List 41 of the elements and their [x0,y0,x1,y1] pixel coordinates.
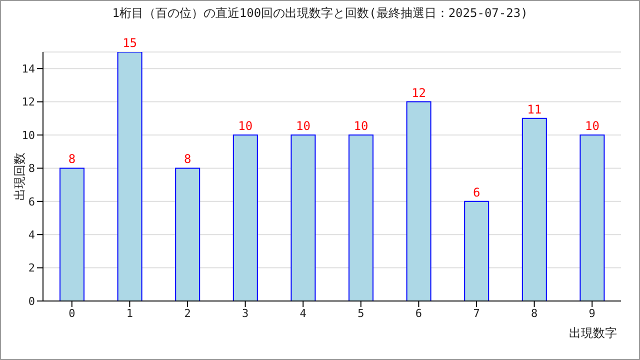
y-tick-label: 10 [22,128,35,142]
x-tick-label: 1 [126,306,134,320]
x-tick-label: 8 [530,306,538,320]
bar [60,168,84,301]
data-label: 12 [412,86,426,100]
x-tick-label: 6 [415,306,422,320]
x-tick-label: 2 [184,306,191,320]
y-tick-label: 0 [28,294,35,308]
data-label: 10 [296,119,310,133]
bar [232,134,258,301]
x-tick-label: 5 [358,306,364,320]
x-tick-label: 0 [68,306,76,320]
data-label: 8 [184,152,192,166]
bar [175,168,200,301]
data-label: 10 [354,119,368,133]
y-axis-title: 出現回数 [12,152,26,200]
x-tick-label: 7 [473,306,480,320]
bar [522,118,547,301]
bar [348,134,374,301]
y-tick-label: 8 [28,162,35,176]
y-tick-label: 2 [28,262,35,275]
x-tick-label: 3 [242,306,249,320]
data-label: 11 [527,102,542,116]
data-label: 10 [584,119,600,133]
data-label: 6 [472,185,480,200]
y-tick-label: 12 [22,96,35,109]
bar [464,200,490,301]
x-tick-label: 4 [300,306,307,320]
bar [290,134,316,301]
y-tick-label: 14 [22,62,36,76]
bar [580,134,605,301]
data-label: 8 [68,152,76,166]
bar [406,101,432,301]
y-tick-label: 6 [28,195,35,208]
x-tick-label: 9 [588,306,596,320]
x-axis-title: 出現数字 [569,326,617,340]
y-tick-label: 4 [28,228,36,242]
bar [117,52,142,301]
data-label: 10 [238,119,253,133]
chart-title: 1桁目（百の位）の直近100回の出現数字と回数(最終抽選日：2025-07-23) [111,5,529,22]
data-label: 15 [122,36,138,50]
